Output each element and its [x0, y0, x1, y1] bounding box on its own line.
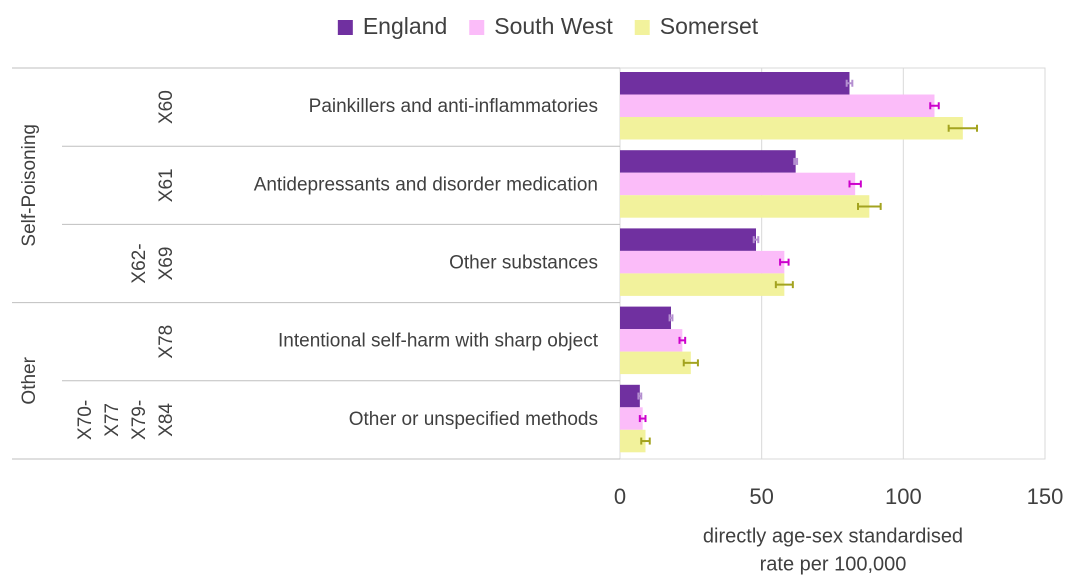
group-label: Other	[19, 356, 40, 404]
group-label: Self-Poisoning	[19, 124, 40, 247]
legend-swatch	[337, 20, 353, 35]
category-label: Painkillers and anti-inflammatories	[309, 96, 598, 117]
bar	[620, 72, 850, 95]
legend-swatch	[469, 20, 485, 35]
bar	[620, 117, 963, 140]
bar	[620, 172, 856, 196]
error-bar	[637, 392, 643, 400]
code-label: X61	[156, 168, 177, 202]
bar	[620, 429, 646, 453]
error-bar	[779, 258, 790, 266]
error-bar	[793, 157, 799, 165]
code-label: X60	[156, 90, 177, 124]
error-bar	[682, 359, 699, 367]
error-bar	[848, 180, 862, 188]
error-bar	[668, 314, 674, 322]
x-axis-title: directly age-sex standardised	[703, 525, 963, 547]
code-label: X78	[156, 325, 177, 359]
code-label: X69	[156, 247, 177, 281]
error-bar	[929, 102, 940, 110]
bar	[620, 351, 691, 375]
x-tick-label: 50	[749, 484, 773, 509]
bar	[620, 384, 640, 408]
code-label: X77	[102, 403, 123, 437]
legend-swatch	[634, 20, 650, 35]
code-label: X84	[156, 403, 177, 437]
category-label: Other substances	[449, 253, 598, 274]
category-label: Intentional self-harm with sharp object	[278, 331, 599, 352]
bar	[620, 329, 683, 352]
bar	[620, 228, 756, 251]
x-tick-label: 0	[614, 484, 626, 509]
legend-label: Somerset	[660, 13, 759, 39]
x-tick-label: 100	[885, 484, 922, 509]
code-label: X79-	[129, 400, 150, 440]
error-bar	[752, 236, 760, 244]
x-axis-title: rate per 100,000	[760, 553, 907, 575]
bar	[620, 306, 671, 330]
error-bar	[640, 437, 651, 445]
error-bar	[947, 124, 978, 132]
legend-label: South West	[494, 13, 613, 39]
error-bar	[857, 202, 882, 210]
error-bar	[638, 415, 647, 423]
code-label: X70-	[75, 400, 96, 440]
legend-label: England	[363, 13, 447, 39]
error-bar	[845, 79, 854, 87]
error-bar	[678, 336, 687, 344]
bar	[620, 407, 643, 430]
bar	[620, 94, 935, 117]
category-label: Other or unspecified methods	[349, 409, 598, 430]
category-label: Antidepressants and disorder medication	[254, 174, 598, 195]
bar	[620, 150, 796, 173]
bar	[620, 273, 785, 296]
error-bar	[774, 281, 794, 289]
bar	[620, 250, 785, 274]
bar	[620, 195, 870, 218]
x-tick-label: 150	[1027, 484, 1064, 509]
code-label: X62-	[129, 243, 150, 283]
